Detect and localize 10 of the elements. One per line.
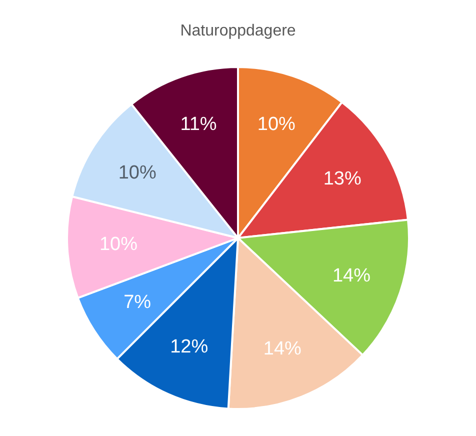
data-label: 7%: [124, 292, 152, 314]
data-label: 11%: [180, 114, 217, 136]
data-label: 10%: [99, 234, 138, 255]
data-label: 10%: [257, 114, 296, 135]
data-label: 14%: [332, 265, 371, 286]
data-label: 14%: [263, 338, 302, 360]
data-label: 12%: [170, 336, 208, 358]
data-label: 10%: [118, 162, 156, 184]
chart-title: Naturoppdagere: [180, 22, 296, 40]
data-label: 13%: [323, 168, 362, 190]
